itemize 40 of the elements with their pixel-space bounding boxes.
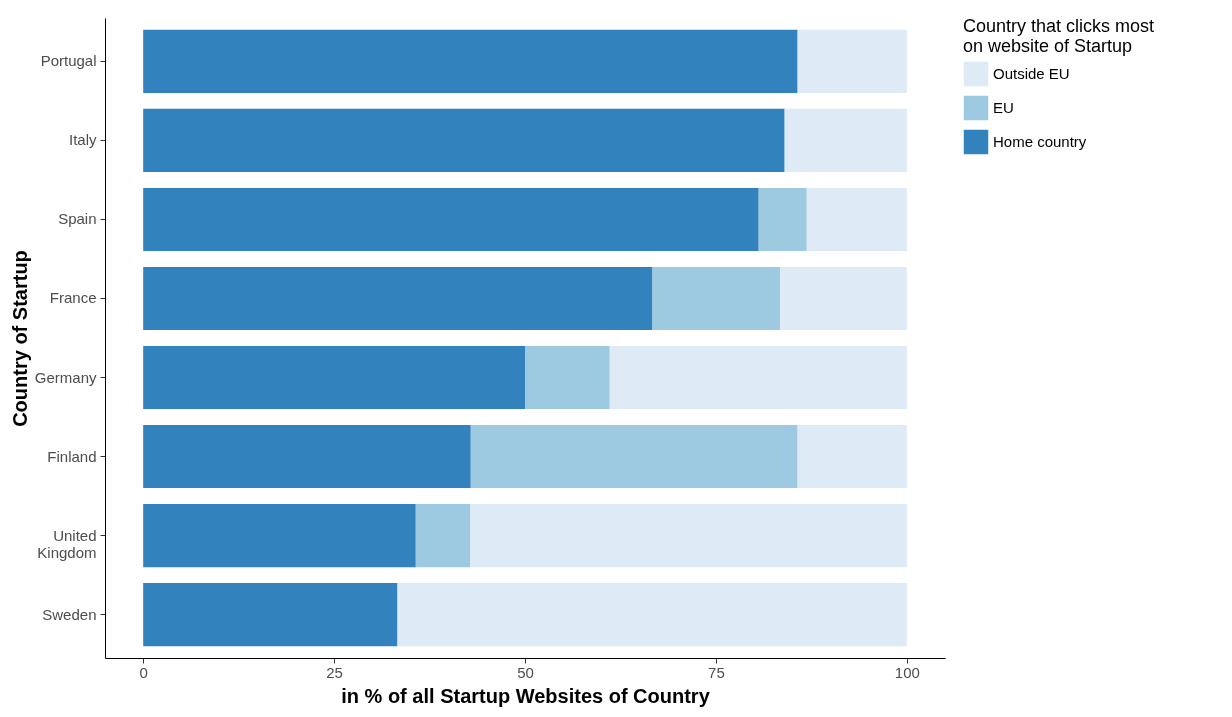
y-tick-label: Germany: [34, 368, 97, 386]
bar: [470, 503, 907, 568]
bar: [525, 345, 610, 410]
bar: [143, 108, 785, 173]
bar: [415, 503, 471, 568]
bar: [143, 29, 798, 94]
bar: [780, 266, 907, 331]
legend-title: Country that clicks most on website of Startup: [963, 16, 1155, 56]
y-tick-label: Sweden: [42, 605, 97, 623]
y-tick-label: United Kingdom: [37, 526, 97, 561]
bar: [397, 582, 907, 647]
bar: [797, 424, 907, 489]
legend-label: Outside EU: [993, 65, 1070, 82]
x-tick-label: 50: [517, 663, 534, 681]
bar: [143, 503, 416, 568]
bar: [143, 266, 653, 331]
bar: [609, 345, 907, 410]
y-tick-label: Spain: [58, 210, 97, 228]
bar: [143, 424, 471, 489]
bar: [784, 108, 907, 173]
bar: [797, 29, 907, 94]
y-axis-title: Country of Startup: [8, 250, 31, 427]
legend-label: Home country: [993, 133, 1087, 150]
y-tick-label: Finland: [47, 447, 97, 465]
legend-label: EU: [993, 99, 1014, 116]
x-tick-label: 25: [326, 663, 343, 681]
y-tick-label: Portugal: [40, 52, 97, 70]
x-tick-label: 75: [708, 663, 725, 681]
bar: [143, 582, 398, 647]
x-tick-label: 0: [139, 663, 148, 681]
x-tick-label: 100: [894, 663, 920, 681]
bar: [758, 187, 807, 252]
bar: [143, 187, 759, 252]
bar: [652, 266, 781, 331]
bar: [143, 345, 525, 410]
x-axis-title: in % of all Startup Websites of Country: [341, 684, 711, 707]
y-tick-label: Italy: [68, 131, 97, 149]
bar: [470, 424, 798, 489]
y-tick-label: France: [49, 289, 97, 307]
bar: [806, 187, 907, 252]
